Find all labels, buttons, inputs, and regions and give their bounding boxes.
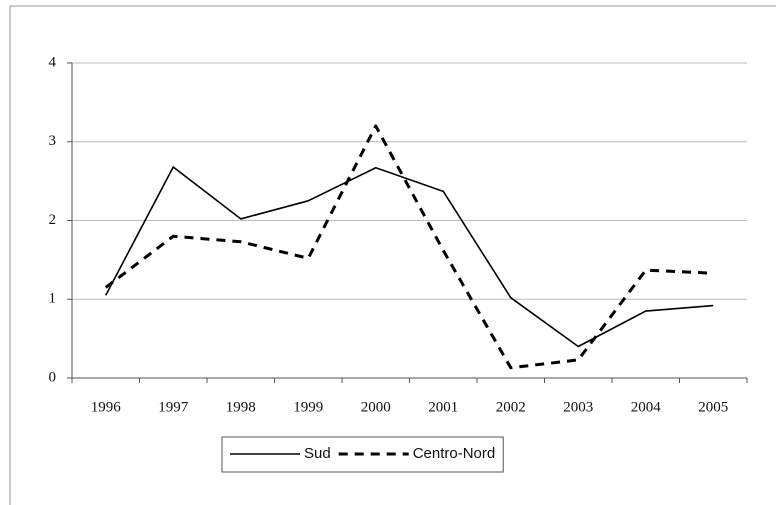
x-tick-label: 2004 (631, 399, 662, 415)
x-tick-label: 2005 (698, 399, 728, 415)
legend: Sud Centro-Nord (221, 436, 504, 473)
x-tick-label: 2003 (563, 399, 593, 415)
y-tick-label: 3 (49, 133, 57, 149)
y-tick-label: 2 (49, 212, 57, 228)
x-tick-label: 1999 (293, 399, 323, 415)
y-tick-label: 0 (49, 369, 57, 385)
y-tick-label: 1 (49, 291, 57, 307)
series-line (105, 166, 714, 348)
x-tick-label: 1997 (158, 399, 189, 415)
y-tick-label: 4 (49, 54, 57, 70)
x-tick-label: 1996 (91, 399, 122, 415)
x-tick-label: 2000 (361, 399, 391, 415)
x-tick-label: 2002 (496, 399, 526, 415)
legend-label: Sud (304, 445, 331, 462)
chart-frame (9, 5, 776, 505)
legend-label: Centro-Nord (413, 445, 496, 462)
x-tick-label: 2001 (428, 399, 458, 415)
series-line (104, 124, 714, 370)
x-tick-label: 1998 (226, 399, 256, 415)
